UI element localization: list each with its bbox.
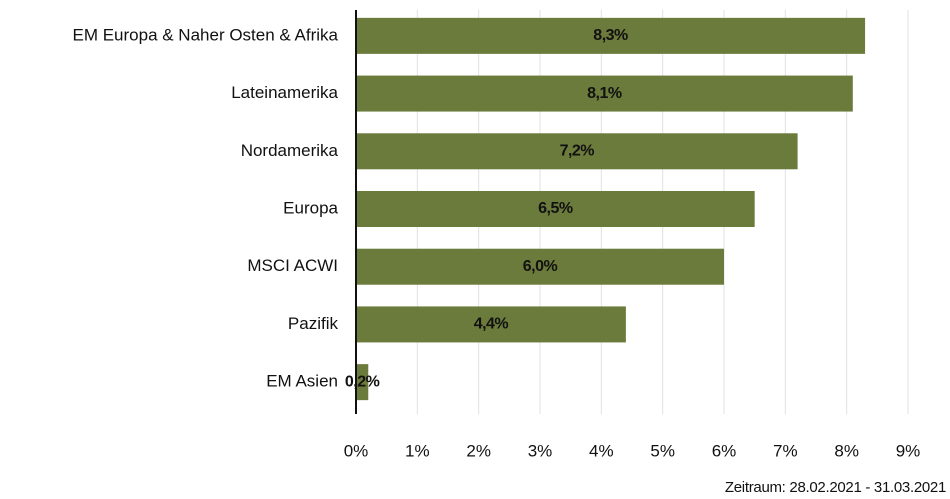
bar — [356, 17, 866, 54]
x-tick-label: 7% — [773, 441, 798, 460]
value-label: 7,2% — [560, 143, 595, 160]
y-tick-label: EM Europa & Naher Osten & Afrika — [72, 25, 338, 44]
bar — [356, 75, 853, 112]
value-label: 8,3% — [593, 27, 628, 44]
y-tick-label: EM Asien — [266, 372, 338, 391]
x-tick-label: 0% — [344, 441, 369, 460]
y-tick-label: Nordamerika — [241, 141, 339, 160]
bar — [356, 191, 755, 227]
x-tick-label: 5% — [650, 441, 675, 460]
note: Zeitraum: 28.02.2021 - 31.03.2021 — [725, 479, 946, 496]
bar — [356, 364, 369, 401]
bar — [356, 248, 724, 285]
y-tick-label: Lateinamerika — [231, 83, 338, 102]
value-label: 6,0% — [523, 258, 558, 275]
bar — [356, 133, 798, 170]
value-label: 4,4% — [474, 316, 509, 333]
y-tick-label: Pazifik — [288, 314, 339, 333]
bar — [356, 306, 626, 343]
x-tick-label: 6% — [712, 441, 737, 460]
y-tick-label: Europa — [283, 198, 338, 217]
x-tick-label: 3% — [528, 441, 553, 460]
value-label: 8,1% — [587, 85, 622, 102]
x-tick-label: 1% — [405, 441, 430, 460]
x-tick-label: 8% — [834, 441, 859, 460]
y-tick-label: MSCI ACWI — [247, 256, 338, 275]
x-tick-label: 4% — [589, 441, 614, 460]
value-label: 6,5% — [538, 200, 573, 217]
x-tick-label: 2% — [466, 441, 491, 460]
x-tick-label: 9% — [896, 441, 921, 460]
value-label: 0,2% — [345, 373, 380, 390]
